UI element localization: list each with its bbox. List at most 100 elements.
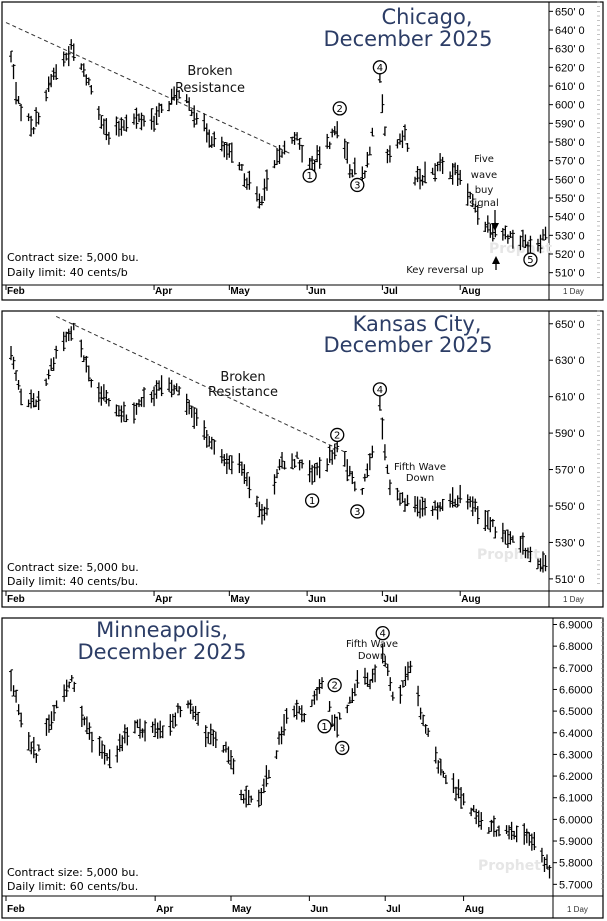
y-tick-label: 6.6000 [559, 684, 593, 696]
chart-annotation: Resistance [175, 81, 245, 96]
chart-annotation: Broken [220, 370, 265, 385]
price-bars [9, 643, 552, 879]
chart-title: Chicago, [381, 5, 472, 29]
chart-annotation: Key reversal up [406, 265, 484, 276]
wave-marker [350, 504, 365, 519]
y-tick-label: 6.7000 [559, 663, 593, 675]
y-tick-label: 550' 0 [555, 193, 585, 205]
y-tick-label: 630' 0 [555, 355, 585, 367]
y-tick-label: 510' 0 [555, 268, 585, 280]
chart-annotation: Fifth Wave [346, 639, 398, 650]
panel-frame [1, 310, 604, 608]
y-tick-label: 6.9000 [559, 619, 593, 631]
x-tick-label: May [230, 594, 250, 605]
x-tick-label: Feb [7, 594, 25, 605]
wave-marker [375, 626, 390, 641]
price-bars [9, 39, 548, 257]
y-tick-label: 580' 0 [555, 137, 585, 149]
x-tick-label: Apr [155, 594, 172, 605]
y-tick-label: 640' 0 [555, 25, 585, 37]
chart-annotation: buy [475, 185, 494, 196]
x-tick-label: Jun [308, 594, 326, 605]
y-tick-label: 6.5000 [559, 706, 593, 718]
contract-info: Daily limit: 40 cents/b [7, 266, 128, 279]
y-tick-label: 610' 0 [555, 81, 585, 93]
y-tick-label: 610' 0 [555, 392, 585, 404]
y-tick-label: 5.8000 [559, 858, 593, 870]
period-label: 1 Day [563, 287, 584, 296]
broken-resistance-trendline [5, 22, 290, 154]
wave-label: 4 [377, 385, 383, 396]
x-tick-label: Jul [383, 594, 398, 605]
buy-signal-arrowhead [491, 223, 499, 231]
y-tick-label: 540' 0 [555, 212, 585, 224]
y-tick-label: 6.2000 [559, 771, 593, 783]
wave-label: 3 [354, 507, 360, 518]
x-tick-label: Apr [155, 286, 172, 297]
x-tick-label: Jun [308, 286, 326, 297]
y-tick-label: 600' 0 [555, 100, 585, 112]
y-tick-label: 550' 0 [555, 501, 585, 513]
y-tick-label: 530' 0 [555, 537, 585, 549]
wave-marker [372, 60, 388, 75]
y-tick-label: 6.0000 [559, 814, 593, 826]
chart-annotation: signal [469, 198, 499, 209]
contract-info: Contract size: 5,000 bu. [7, 561, 139, 574]
y-tick-label: 570' 0 [555, 156, 585, 168]
y-tick-label: 6.1000 [559, 793, 593, 805]
wave-label: 4 [377, 63, 383, 74]
y-tick-label: 590' 0 [555, 118, 585, 130]
chart-panel-1: 650' 0 640' 0 630' 0 620' 0 610' 0 600' 0 590'… [1, 1, 604, 301]
chart-title: December 2025 [323, 27, 492, 51]
y-tick-label: 570' 0 [555, 465, 585, 477]
x-tick-label: Aug [461, 286, 480, 297]
wave-label: 3 [354, 180, 360, 191]
wave-label: 4 [379, 629, 385, 640]
x-tick-label: Aug [461, 594, 480, 605]
price-bars [9, 322, 548, 573]
wave-marker [302, 168, 317, 183]
wave-marker [332, 101, 347, 116]
contract-info: Contract size: 5,000 bu. [7, 866, 139, 879]
x-tick-label: Jul [386, 904, 401, 915]
wave-label: 1 [321, 722, 327, 733]
wave-marker [330, 427, 345, 443]
y-tick-label: 650' 0 [555, 319, 585, 331]
wave-marker [327, 677, 342, 693]
wave-label: 1 [309, 496, 315, 507]
wave-label: 5 [527, 255, 533, 266]
y-tick-label: 6.4000 [559, 728, 593, 740]
contract-info: Contract size: 5,000 bu. [7, 251, 139, 264]
wave-marker [304, 493, 320, 508]
wave-marker [317, 719, 332, 734]
wave-marker [372, 382, 388, 397]
wave-label: 3 [339, 743, 345, 754]
y-tick-label: 620' 0 [555, 62, 585, 74]
wave-marker [523, 252, 538, 267]
wave-label: 1 [306, 171, 312, 182]
y-tick-label: 6.3000 [559, 749, 593, 761]
chart-annotation: Five [474, 154, 494, 165]
chart-annotation: wave [471, 170, 497, 181]
y-tick-label: 560' 0 [555, 174, 585, 186]
watermark: Prophet [478, 858, 541, 874]
wave-label: 2 [337, 104, 343, 115]
x-tick-label: Apr [156, 904, 173, 915]
period-label: 1 Day [563, 595, 584, 604]
x-tick-label: May [230, 286, 250, 297]
chart-title: December 2025 [77, 640, 246, 664]
chart-title: December 2025 [323, 333, 492, 357]
y-tick-label: 590' 0 [555, 428, 585, 440]
watermark: Prophet [477, 547, 540, 563]
chart-panel-2: 650' 0 630' 0 610' 0 590' 0 570' 0 550' 0 530'… [1, 310, 604, 608]
contract-info: Daily limit: 60 cents/bu. [7, 880, 138, 893]
chart-annotation: Broken [187, 64, 232, 79]
y-tick-label: 510' 0 [555, 574, 585, 586]
x-tick-label: Aug [465, 904, 484, 915]
wave-label: 2 [331, 681, 337, 692]
x-tick-label: Jun [310, 904, 328, 915]
x-tick-label: Feb [7, 286, 25, 297]
wave-marker [335, 740, 350, 756]
